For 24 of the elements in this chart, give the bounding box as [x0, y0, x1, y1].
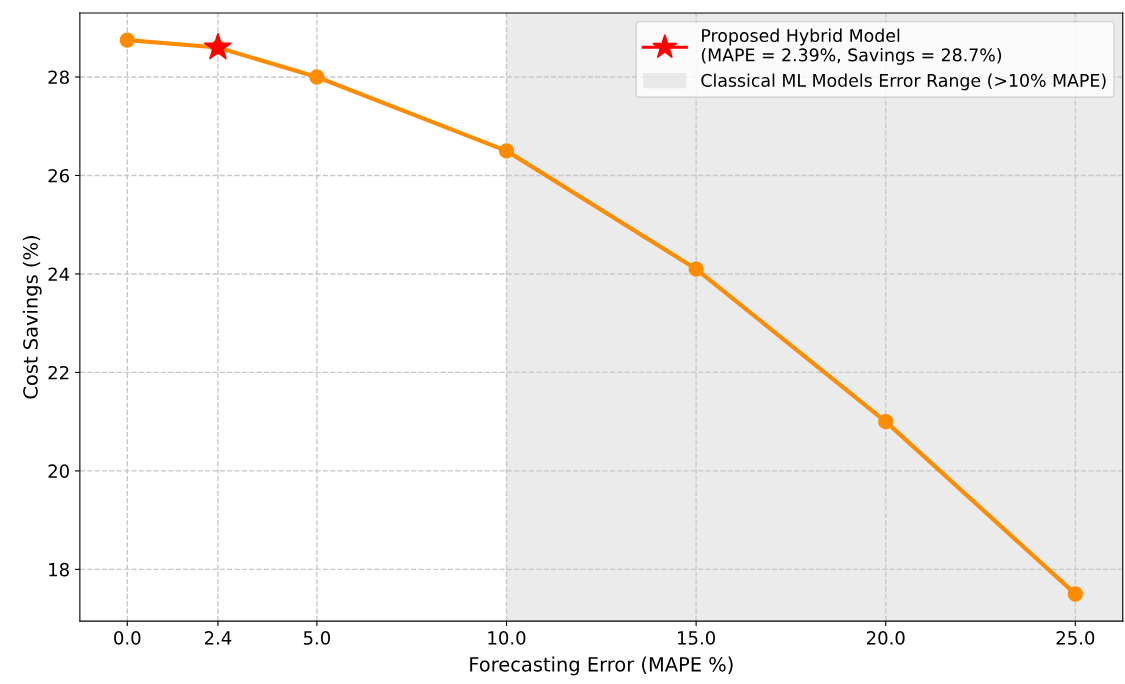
- y-axis-title: Cost Savings (%): [22, 236, 42, 399]
- y-tick-label: 24: [48, 267, 70, 281]
- y-tick-label: 18: [49, 562, 69, 577]
- x-tick-label: 0.0: [114, 631, 141, 645]
- y-tick-label: 28: [48, 70, 69, 85]
- point: [119, 32, 135, 48]
- point: [309, 69, 325, 85]
- x-tick-label: 10.0: [488, 631, 526, 645]
- point: [878, 414, 894, 430]
- x-tick-label: 2.4: [204, 631, 232, 645]
- x-axis-title: Forecasting Error (MAPE %): [470, 656, 733, 676]
- x-tick-label: 20.0: [866, 631, 905, 645]
- y-tick-label: 20: [48, 464, 69, 479]
- point: [1067, 586, 1083, 602]
- legend-label: Proposed Hybrid Model (MAPE = 2.39%, Savings = 28.7%): [701, 28, 1002, 65]
- point: [498, 143, 515, 159]
- x-tick-label: 25.0: [1056, 631, 1095, 645]
- point: [688, 261, 704, 277]
- point: [204, 32, 232, 60]
- y-tick-label: 26: [48, 168, 70, 183]
- x-tick-label: 15.0: [678, 631, 716, 645]
- x-tick-label: 5.0: [303, 631, 331, 645]
- y-tick-label: 22: [48, 365, 69, 380]
- band-label: Classical ML Models Error Range (>10% MAPE): [701, 73, 1106, 91]
